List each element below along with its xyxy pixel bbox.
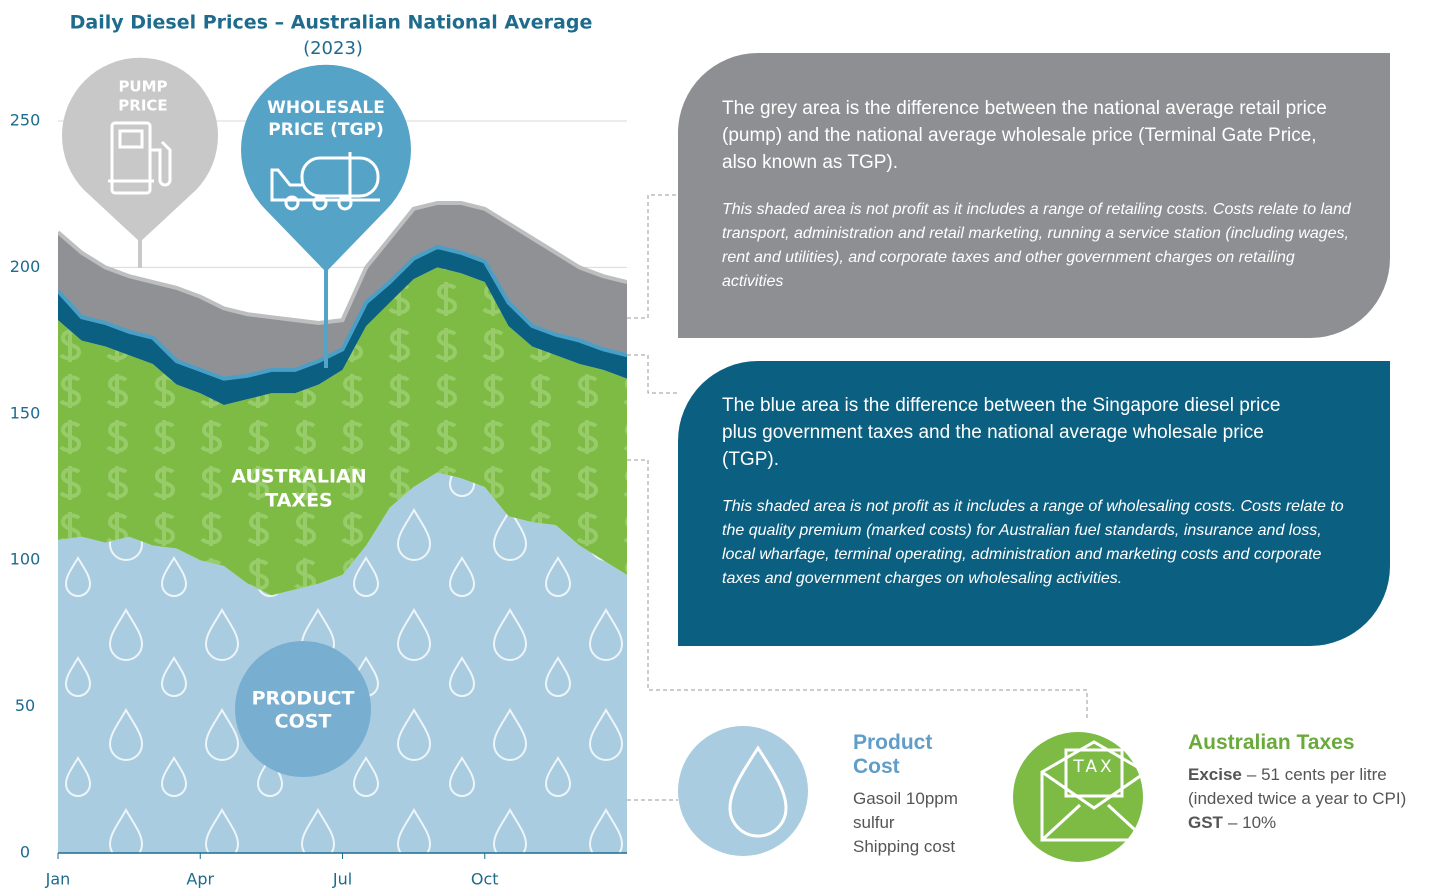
pin-label: WHOLESALE [267, 98, 385, 118]
y-tick-label: 0 [20, 843, 30, 862]
area-label: COST [275, 711, 332, 733]
y-tick-label: 50 [15, 696, 35, 715]
x-tick-label: Jan [45, 870, 71, 889]
dollar-texture [58, 267, 627, 596]
legend-line: Gasoil 10ppm sulfur [853, 789, 958, 832]
x-tick-label: Apr [186, 870, 214, 889]
area [58, 246, 627, 406]
area-label: TAXES [265, 490, 333, 512]
pin-label: PUMP [118, 78, 167, 96]
area-label: PRODUCT [252, 688, 355, 710]
y-tick-label: 250 [10, 111, 41, 130]
legend-text: – 51 cents per litre (indexed twice a ye… [1188, 765, 1407, 808]
connector [627, 459, 1088, 718]
connectors [627, 194, 1088, 801]
axes: 0 50 100 150 200 250 Jan Apr Jul Oct [10, 111, 627, 889]
legend-term: GST [1188, 813, 1223, 832]
product-badge [235, 641, 371, 777]
grey-callout-box [678, 53, 1390, 338]
legend-text: – 10% [1227, 813, 1277, 832]
blue-callout: The blue area is the difference between … [722, 392, 1352, 591]
grey-callout: The grey area is the difference between … [722, 95, 1352, 294]
product-icon [678, 726, 808, 856]
wholesale-pin: WHOLESALE PRICE (TGP) [241, 64, 411, 368]
y-tick-label: 200 [10, 257, 41, 276]
connector [627, 194, 678, 319]
callout-text: The blue area is the difference between … [722, 395, 1281, 470]
blue-callout-box [678, 361, 1390, 646]
chart-subtitle: (2023) [303, 38, 363, 59]
callout-note: This shaded area is not profit as it inc… [722, 201, 1351, 290]
legend-title: Product Cost [853, 731, 933, 778]
icon-text: TAX [1072, 757, 1114, 777]
x-tick-label: Oct [471, 870, 499, 889]
chart-title: Daily Diesel Prices – Australian Nationa… [70, 12, 593, 34]
area-edge [58, 200, 627, 326]
legend-title: Australian Taxes [1188, 731, 1355, 754]
area [58, 202, 627, 379]
drop-icon [728, 745, 788, 838]
area-label: AUSTRALIAN [231, 466, 366, 488]
legend-term: Excise [1188, 765, 1242, 784]
product-legend: Product Cost Gasoil 10ppm sulfur Shippin… [853, 731, 978, 859]
x-tick-label: Jul [332, 870, 352, 889]
envelope-icon [1040, 740, 1148, 842]
connector [627, 354, 678, 394]
y-tick-label: 150 [10, 403, 41, 422]
legend-line: Shipping cost [853, 837, 956, 856]
callout-text: The grey area is the difference between … [722, 98, 1327, 173]
pin-label: PRICE [118, 97, 167, 115]
area-edge [58, 244, 627, 381]
pin-label: PRICE (TGP) [268, 120, 383, 140]
legend-line: Excise – 51 cents per litre (indexed twic… [1188, 763, 1428, 811]
y-tick-label: 100 [10, 550, 41, 569]
callout-note: This shaded area is not profit as it inc… [722, 498, 1344, 587]
tax-legend: Australian Taxes Excise – 51 cents per li… [1188, 731, 1428, 835]
legend-line: GST – 10% [1188, 811, 1428, 835]
pump-pin: PUMP PRICE [62, 57, 218, 268]
